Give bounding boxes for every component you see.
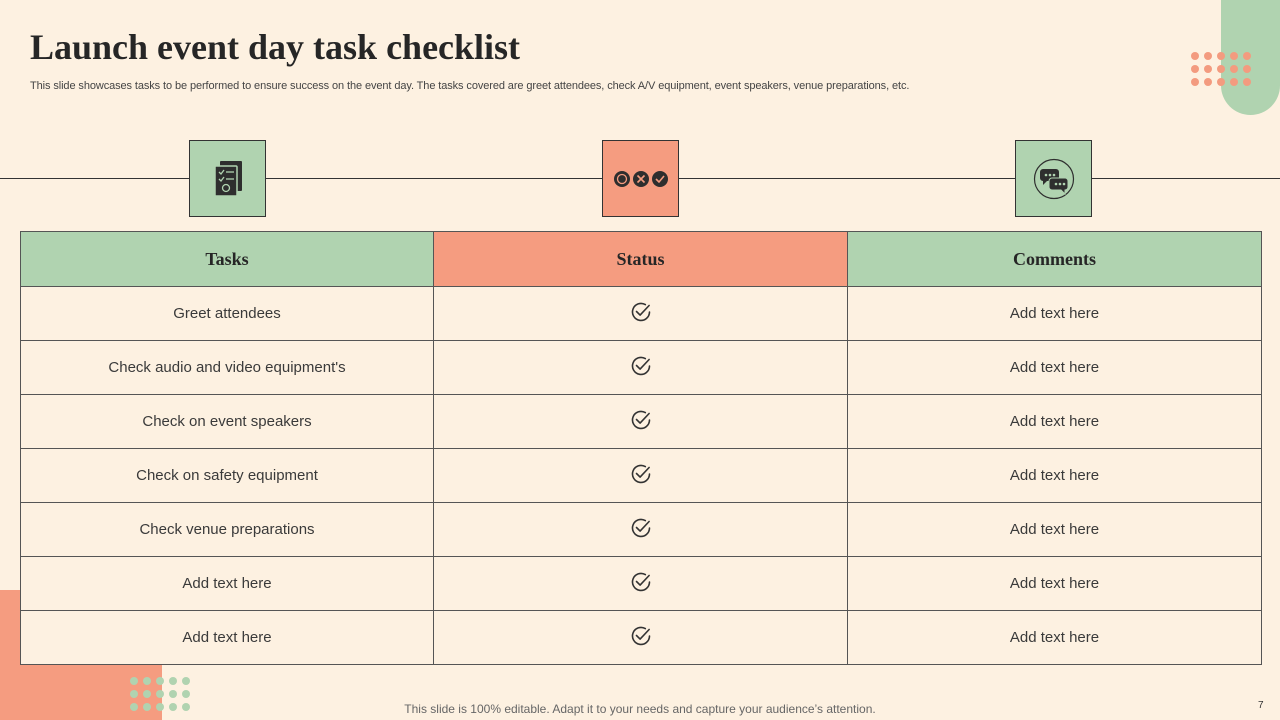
check-icon: [629, 462, 653, 490]
table-row: Greet attendees Add text here: [20, 286, 1262, 341]
comment-cell: Add text here: [847, 340, 1262, 395]
check-icon: [629, 408, 653, 436]
checklist-document-icon: [213, 160, 242, 197]
comment-cell: Add text here: [847, 448, 1262, 503]
status-icon-box: [602, 140, 679, 217]
comments-icon-box: [1015, 140, 1092, 217]
task-cell: Check on safety equipment: [20, 448, 434, 503]
tasks-icon-box: [189, 140, 266, 217]
check-icon: [629, 516, 653, 544]
decorative-dot-grid-bottom: [130, 677, 190, 711]
task-cell: Check audio and video equipment's: [20, 340, 434, 395]
status-cell: [433, 502, 848, 557]
task-cell: Add text here: [20, 610, 434, 665]
status-cell: [433, 286, 848, 341]
status-options-icon: [613, 170, 668, 187]
table-row: Add text here Add text here: [20, 610, 1262, 665]
slide-footer: This slide is 100% editable. Adapt it to…: [404, 702, 876, 716]
status-cell: [433, 340, 848, 395]
task-checklist-table: Tasks Status Comments Greet attendees Add…: [20, 231, 1262, 665]
check-icon: [629, 624, 653, 652]
header-tasks: Tasks: [20, 231, 434, 287]
task-cell: Check on event speakers: [20, 394, 434, 449]
check-icon: [629, 570, 653, 598]
status-cell: [433, 394, 848, 449]
status-cell: [433, 610, 848, 665]
status-cell: [433, 556, 848, 611]
comment-cell: Add text here: [847, 556, 1262, 611]
check-icon: [629, 300, 653, 328]
table-row: Check on event speakers Add text here: [20, 394, 1262, 449]
slide-title: Launch event day task checklist: [30, 27, 521, 67]
table-row: Check venue preparations Add text here: [20, 502, 1262, 557]
task-cell: Check venue preparations: [20, 502, 434, 557]
check-icon: [629, 354, 653, 382]
page-number: 7: [1258, 700, 1264, 711]
table-row: Check audio and video equipment's Add tex…: [20, 340, 1262, 395]
decorative-dot-grid: [1191, 52, 1251, 86]
table-row: Check on safety equipment Add text here: [20, 448, 1262, 503]
table-header-row: Tasks Status Comments: [20, 231, 1262, 287]
slide-subtitle: This slide showcases tasks to be perform…: [30, 80, 910, 92]
comment-cell: Add text here: [847, 502, 1262, 557]
comment-cell: Add text here: [847, 394, 1262, 449]
header-status: Status: [433, 231, 848, 287]
status-cell: [433, 448, 848, 503]
chat-bubbles-icon: [1033, 158, 1074, 199]
table-row: Add text here Add text here: [20, 556, 1262, 611]
comment-cell: Add text here: [847, 286, 1262, 341]
header-comments: Comments: [847, 231, 1262, 287]
task-cell: Add text here: [20, 556, 434, 611]
comment-cell: Add text here: [847, 610, 1262, 665]
task-cell: Greet attendees: [20, 286, 434, 341]
